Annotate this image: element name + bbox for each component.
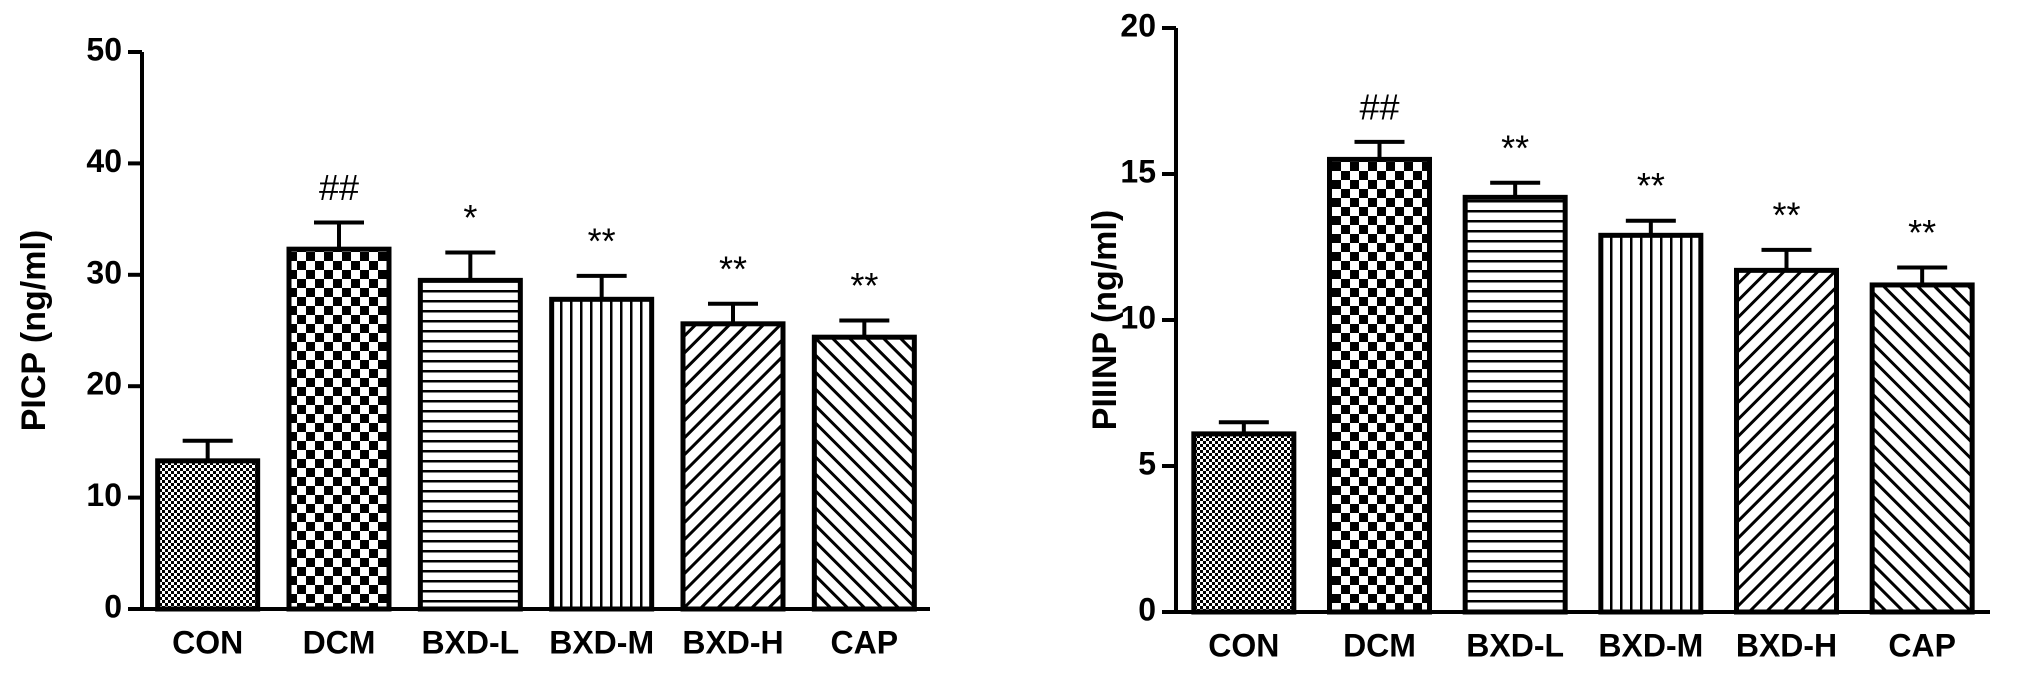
x-tick-label: CAP bbox=[1888, 627, 1956, 663]
significance-label: ## bbox=[1359, 86, 1399, 127]
x-tick-label: BXD-L bbox=[1466, 627, 1564, 663]
bar bbox=[1191, 431, 1297, 615]
significance-label: ## bbox=[319, 167, 359, 208]
x-tick-label: BXD-M bbox=[549, 624, 654, 660]
x-tick-label: DCM bbox=[1343, 627, 1416, 663]
y-tick-label: 20 bbox=[86, 366, 122, 402]
x-tick-label: DCM bbox=[303, 624, 376, 660]
y-tick-label: 0 bbox=[1138, 591, 1156, 627]
bar bbox=[680, 321, 786, 612]
significance-label: ** bbox=[588, 220, 616, 261]
x-tick-label: BXD-H bbox=[1736, 627, 1837, 663]
bar bbox=[417, 277, 523, 612]
y-tick-label: 30 bbox=[86, 254, 122, 290]
bar bbox=[1869, 282, 1975, 615]
bar bbox=[549, 296, 655, 612]
bar bbox=[1598, 232, 1704, 615]
significance-label: ** bbox=[1501, 127, 1529, 168]
x-tick-label: CON bbox=[172, 624, 243, 660]
bar bbox=[1734, 267, 1839, 615]
x-tick-label: BXD-L bbox=[421, 624, 519, 660]
bar bbox=[811, 334, 917, 612]
x-tick-label: CAP bbox=[831, 624, 899, 660]
significance-label: ** bbox=[719, 248, 747, 289]
y-tick-label: 50 bbox=[86, 31, 122, 67]
y-tick-label: 20 bbox=[1120, 7, 1156, 43]
bar bbox=[1327, 156, 1432, 615]
bar bbox=[155, 458, 261, 612]
bar bbox=[286, 246, 392, 612]
x-tick-label: CON bbox=[1208, 627, 1279, 663]
y-axis-label: PIIINP (ng/ml) bbox=[1086, 210, 1124, 430]
y-tick-label: 10 bbox=[86, 477, 122, 513]
significance-label: ** bbox=[1772, 194, 1800, 235]
bar bbox=[1462, 194, 1568, 615]
y-tick-label: 10 bbox=[1120, 299, 1156, 335]
y-axis-label: PICP (ng/ml) bbox=[15, 230, 53, 432]
significance-label: ** bbox=[1908, 212, 1936, 253]
y-tick-label: 40 bbox=[86, 143, 122, 179]
x-tick-label: BXD-H bbox=[682, 624, 783, 660]
significance-label: * bbox=[463, 197, 477, 238]
x-tick-label: BXD-M bbox=[1598, 627, 1703, 663]
y-tick-label: 5 bbox=[1138, 445, 1156, 481]
significance-label: ** bbox=[850, 265, 878, 306]
significance-label: ** bbox=[1637, 165, 1665, 206]
y-tick-label: 0 bbox=[104, 588, 122, 624]
y-tick-label: 15 bbox=[1120, 153, 1156, 189]
